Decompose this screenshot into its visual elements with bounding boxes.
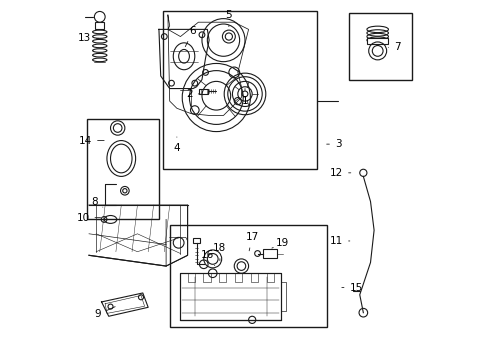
Text: 16: 16 (201, 250, 215, 266)
Text: 12: 12 (330, 168, 351, 178)
Bar (180, 273, 281, 320)
Text: 14: 14 (79, 136, 104, 145)
Bar (367, 39, 389, 44)
Text: 15: 15 (342, 283, 363, 293)
Text: 8: 8 (91, 197, 103, 207)
Circle shape (95, 12, 105, 22)
Text: 4: 4 (173, 137, 180, 153)
Text: 3: 3 (327, 139, 342, 149)
Text: 6: 6 (185, 26, 196, 47)
Text: 10: 10 (76, 213, 100, 222)
Bar (163, 12, 317, 169)
Text: 17: 17 (245, 232, 259, 251)
Bar (349, 13, 412, 80)
Text: 11: 11 (330, 236, 350, 246)
Bar (87, 119, 159, 220)
Bar (263, 249, 277, 258)
Text: 5: 5 (225, 10, 232, 27)
Text: 18: 18 (213, 243, 226, 261)
Text: 7: 7 (389, 42, 401, 52)
Text: 2: 2 (186, 89, 200, 99)
Text: 13: 13 (78, 33, 99, 43)
Bar (193, 238, 200, 243)
Bar (170, 225, 327, 327)
Text: 1: 1 (242, 89, 248, 106)
Bar (199, 89, 208, 94)
Bar (96, 22, 104, 30)
Text: 9: 9 (95, 307, 115, 319)
Bar (180, 273, 281, 320)
Text: 19: 19 (272, 238, 289, 248)
